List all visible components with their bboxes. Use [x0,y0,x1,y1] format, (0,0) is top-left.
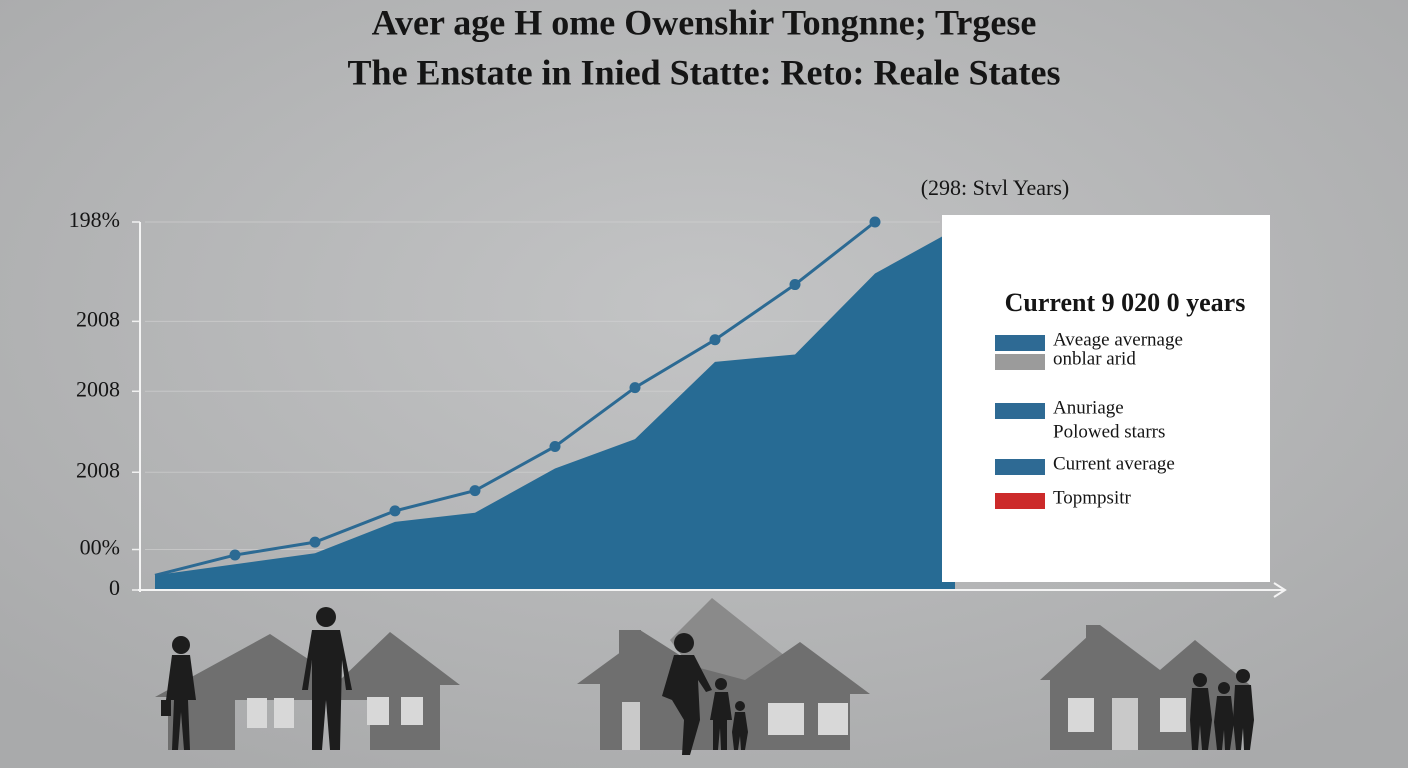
point [629,382,641,394]
legend-label: Current average [1053,453,1175,474]
point [869,216,881,228]
window [1160,698,1186,732]
legend-label: Polowed starrs [1053,421,1165,442]
illustration [155,598,1250,750]
point [469,485,481,497]
child [732,712,748,750]
point [229,549,241,561]
legend-swatch [995,335,1045,351]
y-tick-label: 2008 [76,306,120,331]
y-tick-label: 198% [69,207,120,232]
chart-subtitle: The Enstate in Inied Statte: Reto: Reale… [348,52,1061,92]
person-head [715,678,727,690]
legend-label: Topmpsitr [1053,487,1132,508]
person [1214,696,1234,750]
area [155,229,955,591]
window [401,697,423,725]
window [367,697,389,725]
y-tick-label: 2008 [76,376,120,401]
legend-swatch [995,403,1045,419]
window [818,703,848,735]
people [161,607,1254,755]
window [1068,698,1094,732]
person-head [1193,673,1207,687]
axes [138,222,1287,598]
bag [161,700,171,716]
point [389,505,401,517]
y-tick-label: 00% [80,535,120,560]
window [768,703,804,735]
x-axis-arrow [1273,582,1287,598]
chimney [1086,625,1100,647]
legend-label: Anuriage [1053,397,1124,418]
legend-swatch [995,493,1045,509]
y-tick-label: 2008 [76,457,120,482]
person-head [735,701,745,711]
person [1233,685,1254,750]
legend: Current 9 020 0 years Aveage avernageonb… [942,215,1270,582]
annotation: (298: Stvl Years) [921,175,1070,200]
legend-title: Current 9 020 0 years [1005,288,1246,317]
window [247,698,267,728]
point [789,279,801,291]
child [710,692,732,750]
house-back [670,598,790,680]
legend-box [942,215,1270,582]
person-head [172,636,190,654]
person-head [674,633,694,653]
door [622,702,640,750]
window [274,698,294,728]
chimney [619,630,641,660]
line [154,220,876,577]
plot [154,216,955,591]
chart-title: Aver age H ome Owenshir Tongnne; Trgese [372,2,1037,42]
point [549,440,561,452]
person-head [1218,682,1230,694]
y-tick-label: 0 [109,575,120,600]
door [1112,698,1138,750]
person [166,655,196,750]
person-head [316,607,336,627]
legend-label: Aveage avernage [1053,329,1183,350]
point [309,536,321,548]
point [709,334,721,346]
person-head [1236,669,1250,683]
legend-label: onblar arid [1053,348,1136,369]
legend-swatch [995,354,1045,370]
person [1190,688,1212,750]
person [302,630,352,750]
person [662,655,712,755]
legend-swatch [995,459,1045,475]
